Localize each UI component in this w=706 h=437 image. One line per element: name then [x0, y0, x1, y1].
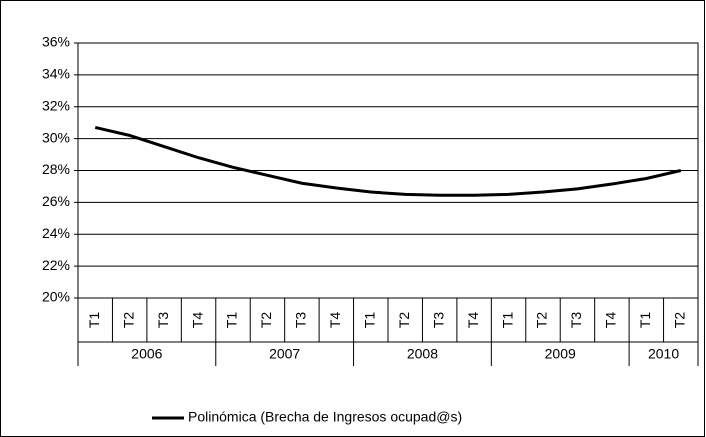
- x-tick-label: T3: [155, 312, 171, 329]
- x-tick-label: T2: [534, 312, 550, 329]
- y-tick-label: 28%: [42, 161, 70, 177]
- x-tick-label: T1: [86, 312, 102, 329]
- y-tick-label: 32%: [42, 97, 70, 113]
- y-tick-label: 36%: [42, 34, 70, 50]
- y-tick-label: 30%: [42, 129, 70, 145]
- x-tick-label: T3: [293, 312, 309, 329]
- y-tick-label: 24%: [42, 225, 70, 241]
- series-line: [94, 126, 682, 197]
- x-tick-label: T1: [361, 312, 377, 329]
- x-tick-label: T3: [568, 312, 584, 329]
- x-tick-label: T3: [430, 312, 446, 329]
- x-tick-label: T1: [637, 312, 653, 329]
- x-group-label: 2007: [269, 346, 300, 362]
- x-tick-label: T4: [327, 312, 343, 329]
- x-tick-label: T4: [465, 312, 481, 329]
- x-group-label: 2008: [407, 346, 438, 362]
- x-tick-label: T2: [120, 312, 136, 329]
- x-tick-label: T2: [396, 312, 412, 329]
- x-group-label: 2009: [545, 346, 576, 362]
- x-tick-label: T1: [499, 312, 515, 329]
- y-tick-label: 26%: [42, 193, 70, 209]
- x-group-label: 2006: [131, 346, 162, 362]
- x-group-label: 2010: [648, 346, 679, 362]
- y-tick-label: 20%: [42, 289, 70, 305]
- x-tick-label: T1: [224, 312, 240, 329]
- x-tick-label: T2: [671, 312, 687, 329]
- x-tick-label: T2: [258, 312, 274, 329]
- x-tick-label: T4: [189, 312, 205, 329]
- y-tick-label: 22%: [42, 257, 70, 273]
- x-tick-label: T4: [603, 312, 619, 329]
- legend-label: Polinómica (Brecha de Ingresos ocupad@s): [188, 409, 462, 425]
- y-tick-label: 34%: [42, 66, 70, 82]
